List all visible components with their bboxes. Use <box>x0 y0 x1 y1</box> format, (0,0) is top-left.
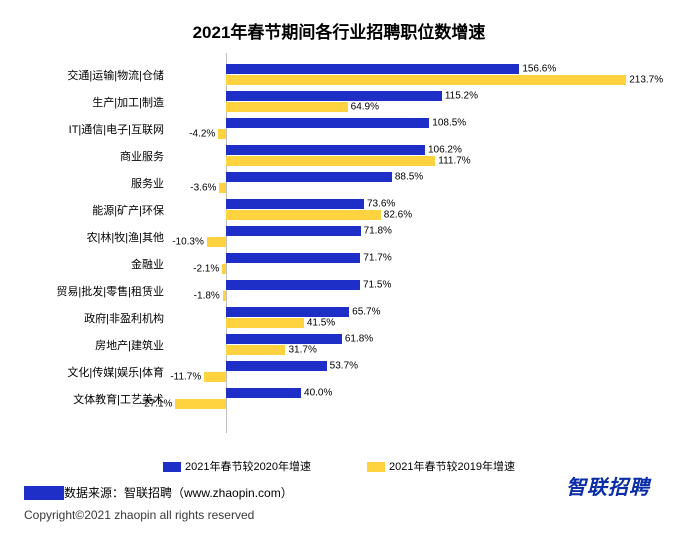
chart-row: 贸易|批发|零售|租赁业71.5%-1.8% <box>170 277 638 304</box>
source-line: 数据来源：智联招聘（www.zhaopin.com） 智联招聘 <box>24 484 654 502</box>
value-label: 106.2% <box>428 145 462 156</box>
chart-row: 文化|传媒|娱乐|体育53.7%-11.7% <box>170 358 638 385</box>
value-label: 73.6% <box>367 199 395 210</box>
value-label: 108.5% <box>432 118 466 129</box>
value-label: 61.8% <box>345 334 373 345</box>
category-label: 商业服务 <box>120 148 164 164</box>
category-label: 农|林|牧|渔|其他 <box>87 229 164 245</box>
legend-item: 2021年春节较2020年增速 <box>163 458 311 474</box>
category-label: 文化|传媒|娱乐|体育 <box>67 364 164 380</box>
bar-series-1 <box>226 156 435 166</box>
bar-series-0 <box>226 361 327 371</box>
bar-series-0 <box>226 226 360 236</box>
value-label: 82.6% <box>384 210 412 221</box>
value-label: 41.5% <box>307 318 335 329</box>
bar-series-0 <box>226 118 429 128</box>
bar-series-1 <box>223 291 226 301</box>
category-label: 贸易|批发|零售|租赁业 <box>56 283 164 299</box>
bar-series-1 <box>219 183 226 193</box>
value-label: -3.6% <box>190 183 216 194</box>
chart-row: 房地产|建筑业61.8%31.7% <box>170 331 638 358</box>
chart-row: 商业服务106.2%111.7% <box>170 142 638 169</box>
bar-series-1 <box>222 264 226 274</box>
bar-series-0 <box>226 307 349 317</box>
bar-series-0 <box>226 388 301 398</box>
value-label: 156.6% <box>522 64 556 75</box>
chart-row: 农|林|牧|渔|其他71.8%-10.3% <box>170 223 638 250</box>
bar-series-0 <box>226 172 392 182</box>
chart-row: 文体教育|工艺美术40.0%-27.1% <box>170 385 638 412</box>
chart-row: 交通|运输|物流|仓储156.6%213.7% <box>170 61 638 88</box>
source-accent-bar <box>24 486 64 500</box>
bar-series-1 <box>204 372 226 382</box>
chart-area: 交通|运输|物流|仓储156.6%213.7%生产|加工|制造115.2%64.… <box>170 53 638 433</box>
bar-series-0 <box>226 64 519 74</box>
bar-series-1 <box>226 210 381 220</box>
footer: 数据来源：智联招聘（www.zhaopin.com） 智联招聘 Copyrigh… <box>24 484 654 522</box>
bar-series-0 <box>226 280 360 290</box>
chart-title: 2021年春节期间各行业招聘职位数增速 <box>0 0 678 53</box>
chart-row: IT|通信|电子|互联网108.5%-4.2% <box>170 115 638 142</box>
category-label: 金融业 <box>131 256 164 272</box>
bar-series-0 <box>226 91 442 101</box>
bar-series-1 <box>226 75 626 85</box>
value-label: 71.8% <box>364 226 392 237</box>
value-label: 88.5% <box>395 172 423 183</box>
bar-series-0 <box>226 253 360 263</box>
bar-series-1 <box>218 129 226 139</box>
bar-series-0 <box>226 199 364 209</box>
value-label: -1.8% <box>194 291 220 302</box>
legend-item: 2021年春节较2019年增速 <box>367 458 515 474</box>
category-label: 政府|非盈利机构 <box>84 310 164 326</box>
value-label: 65.7% <box>352 307 380 318</box>
value-label: 71.5% <box>363 280 391 291</box>
chart-row: 能源|矿产|环保73.6%82.6% <box>170 196 638 223</box>
chart-row: 金融业71.7%-2.1% <box>170 250 638 277</box>
value-label: 53.7% <box>330 361 358 372</box>
value-label: -2.1% <box>193 264 219 275</box>
value-label: 40.0% <box>304 388 332 399</box>
chart-row: 政府|非盈利机构65.7%41.5% <box>170 304 638 331</box>
legend-label: 2021年春节较2020年增速 <box>185 461 311 473</box>
value-label: -4.2% <box>189 129 215 140</box>
value-label: -10.3% <box>172 237 204 248</box>
category-label: 生产|加工|制造 <box>92 94 164 110</box>
category-label: IT|通信|电子|互联网 <box>69 121 164 137</box>
value-label: 31.7% <box>289 345 317 356</box>
brand-logo-text: 智联招聘 <box>566 471 650 500</box>
category-label: 房地产|建筑业 <box>95 337 164 353</box>
copyright-text: Copyright©2021 zhaopin all rights reserv… <box>24 508 654 522</box>
legend-label: 2021年春节较2019年增速 <box>389 461 515 473</box>
bar-series-1 <box>226 102 347 112</box>
bar-series-1 <box>226 345 285 355</box>
bar-series-0 <box>226 145 425 155</box>
value-label: 64.9% <box>351 102 379 113</box>
legend-swatch <box>367 462 385 472</box>
bar-series-1 <box>175 399 226 409</box>
bar-series-0 <box>226 334 342 344</box>
category-label: 交通|运输|物流|仓储 <box>67 67 164 83</box>
value-label: 71.7% <box>363 253 391 264</box>
bar-series-1 <box>226 318 304 328</box>
chart-row: 服务业88.5%-3.6% <box>170 169 638 196</box>
source-text: 数据来源：智联招聘（www.zhaopin.com） <box>64 486 293 500</box>
chart-row: 生产|加工|制造115.2%64.9% <box>170 88 638 115</box>
value-label: 115.2% <box>445 91 478 102</box>
value-label: 111.7% <box>438 156 470 167</box>
value-label: 213.7% <box>629 75 663 86</box>
bar-series-1 <box>207 237 226 247</box>
value-label: -27.1% <box>141 399 173 410</box>
legend-swatch <box>163 462 181 472</box>
category-label: 能源|矿产|环保 <box>92 202 164 218</box>
value-label: -11.7% <box>170 372 201 383</box>
category-label: 服务业 <box>131 175 164 191</box>
